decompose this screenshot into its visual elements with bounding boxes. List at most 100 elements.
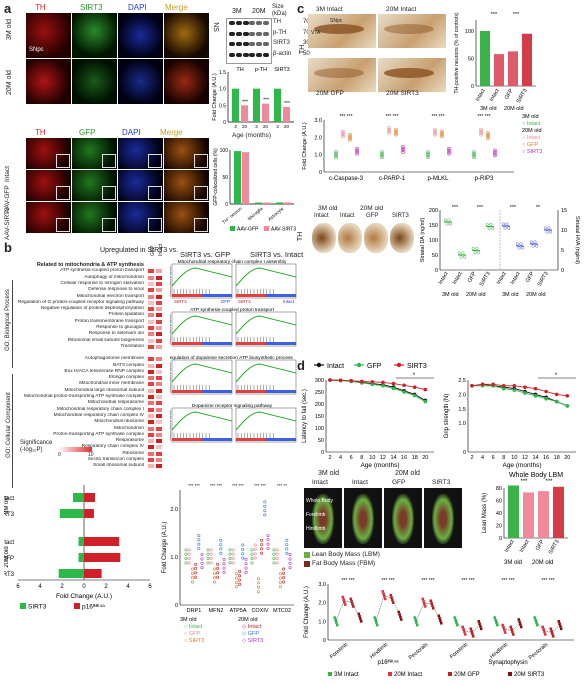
- y-tick-left: 50: [432, 253, 438, 259]
- bar: [234, 151, 241, 204]
- heat-cell: [156, 338, 162, 343]
- data-point: [184, 557, 188, 561]
- x-tick-label: 6: [16, 584, 20, 590]
- dexa-scans: 3M old 20M old Intact Intact GFP SIRT3 Whole B…: [300, 470, 475, 570]
- gsea-rank-neg: [266, 294, 296, 297]
- bar: [553, 486, 564, 538]
- sig-mark: *** ***: [431, 114, 444, 120]
- data-point: [244, 566, 248, 570]
- x-tick-label: 8: [360, 455, 363, 461]
- category-label: Forelimb: [449, 642, 469, 660]
- data-point: [194, 575, 198, 579]
- data-point: [263, 509, 267, 513]
- data-point: [228, 548, 232, 552]
- data-point: [534, 618, 537, 622]
- data-point: [212, 567, 216, 571]
- data-point: [334, 150, 338, 154]
- data-point: [241, 552, 245, 556]
- bar: [241, 105, 248, 122]
- x-tick-label: 20: [422, 455, 428, 461]
- go-term-cc: Respirasome: [115, 438, 144, 444]
- legend-label: 3M old: [180, 617, 197, 623]
- blot-band: [249, 42, 256, 46]
- heat-cell: [156, 313, 162, 318]
- x-axis-label: Fold Change (A.U.): [56, 593, 112, 600]
- data-point: [282, 576, 286, 580]
- data-point-hva: [519, 242, 523, 246]
- bar-sirt3: [58, 569, 84, 578]
- go-term-cc: Mitochondrial respiratory chain complex …: [56, 406, 144, 412]
- heat-cell: [148, 445, 154, 450]
- data-point: [453, 616, 457, 619]
- x-tick-label: 10: [511, 455, 517, 461]
- data-point: [478, 622, 481, 626]
- data-point: [197, 546, 201, 550]
- data-point-da: [459, 255, 463, 259]
- data-point: [272, 548, 276, 552]
- category-label: Forelimb: [329, 642, 349, 660]
- legend-label: ◇ SIRT3: [242, 638, 263, 644]
- data-point: [493, 148, 497, 153]
- data-point-da: [473, 250, 477, 255]
- heat-cell: [156, 464, 162, 469]
- dot-plot-muscle: 0 1.0 2.0 3.0 Fold Change (A.U.) Forelimb *** …: [304, 578, 574, 678]
- group-label-3m: 3M old: [4, 496, 10, 514]
- data-point: [335, 623, 339, 627]
- y-tick-label: 1.0: [170, 555, 178, 561]
- data-point: [250, 561, 254, 565]
- heat-cell: [156, 300, 162, 305]
- legend-label: ○ Intact: [522, 135, 541, 141]
- gsea-curve: [235, 363, 297, 383]
- x-tick-label: 4: [339, 455, 342, 461]
- data-point: [348, 134, 352, 139]
- y-axis-label: Lean Mass (%): [482, 493, 488, 533]
- category-label: Intact: [438, 271, 450, 286]
- data-point: [244, 570, 248, 574]
- legend-label: ○ GFP: [184, 631, 200, 637]
- legend-label: 20M old: [522, 128, 542, 134]
- data-point-hva: [521, 246, 525, 250]
- data-point: [241, 547, 245, 551]
- gsea-rank-pos: [236, 342, 266, 345]
- data-point: [197, 533, 201, 537]
- panel-letter-c: c: [297, 1, 305, 16]
- go-term-cc: Mitochondrial respiratory chain complex …: [53, 412, 144, 418]
- data-point: [394, 131, 398, 135]
- chart-title: Whole Body LBM: [509, 472, 563, 479]
- x-tick-label: 18: [412, 455, 418, 461]
- heat-cell: [148, 338, 154, 343]
- y-tick-right: 15: [561, 208, 567, 214]
- data-point: [238, 569, 242, 573]
- data-point: [253, 543, 257, 547]
- gsea-axis-right: GFP: [221, 299, 230, 304]
- heat-cell: [156, 357, 162, 362]
- legend-label: ○ GFP: [522, 142, 538, 148]
- brain-section: [308, 58, 376, 92]
- inset-box: [194, 154, 208, 168]
- heat-cell: [148, 388, 154, 393]
- data-point: [285, 538, 289, 542]
- gsea-curve: [171, 411, 233, 431]
- data-point: [288, 561, 292, 565]
- stain2-label-th: TH: [35, 128, 46, 137]
- category-label: GFP: [535, 539, 546, 552]
- gsea-plots: Mitochondrial respiratory chain complex …: [170, 259, 297, 443]
- data-point: [440, 134, 444, 139]
- x-tick-label: 6: [148, 584, 152, 590]
- panel-letter-a: a: [4, 1, 12, 16]
- data-point: [359, 620, 363, 623]
- heat-cell: [148, 269, 154, 274]
- data-point: [334, 618, 337, 622]
- heat-cell: [148, 439, 154, 444]
- heat-cell: [148, 326, 154, 330]
- x-tick-label: 6: [492, 455, 495, 461]
- data-point-hva: [501, 222, 505, 226]
- category-label: c-PARP-1: [379, 176, 406, 182]
- data-point: [394, 129, 398, 133]
- data-point-da: [443, 218, 447, 222]
- data-point: [350, 600, 353, 603]
- data-point: [517, 618, 521, 621]
- heat-cell: [156, 275, 162, 280]
- bar: [276, 202, 283, 204]
